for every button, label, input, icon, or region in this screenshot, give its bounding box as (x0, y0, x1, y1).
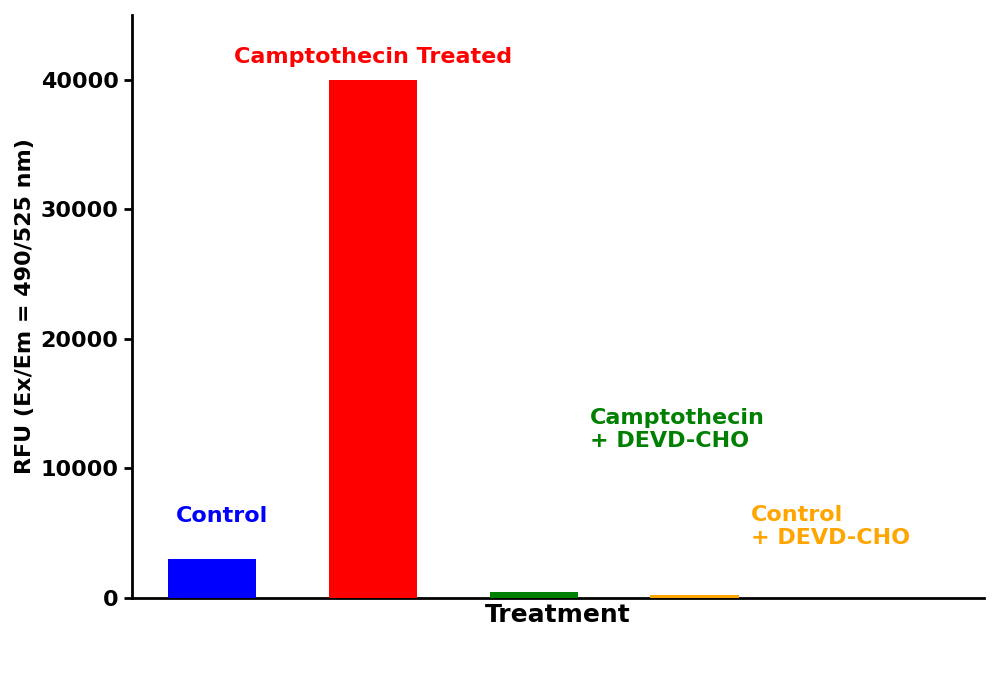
Bar (650, 595, 739, 598)
X-axis label: Treatment: Treatment (485, 603, 630, 627)
Bar (490, 592, 578, 598)
Text: Control: Control (176, 506, 269, 527)
Bar (329, 80, 418, 598)
Text: Control
+ DEVD-CHO: Control + DEVD-CHO (751, 505, 910, 548)
Bar (168, 559, 257, 598)
Y-axis label: RFU (Ex/Em = 490/525 nm): RFU (Ex/Em = 490/525 nm) (15, 139, 35, 475)
Text: Camptothecin Treated: Camptothecin Treated (234, 47, 512, 67)
Text: Camptothecin
+ DEVD-CHO: Camptothecin + DEVD-CHO (590, 408, 765, 451)
